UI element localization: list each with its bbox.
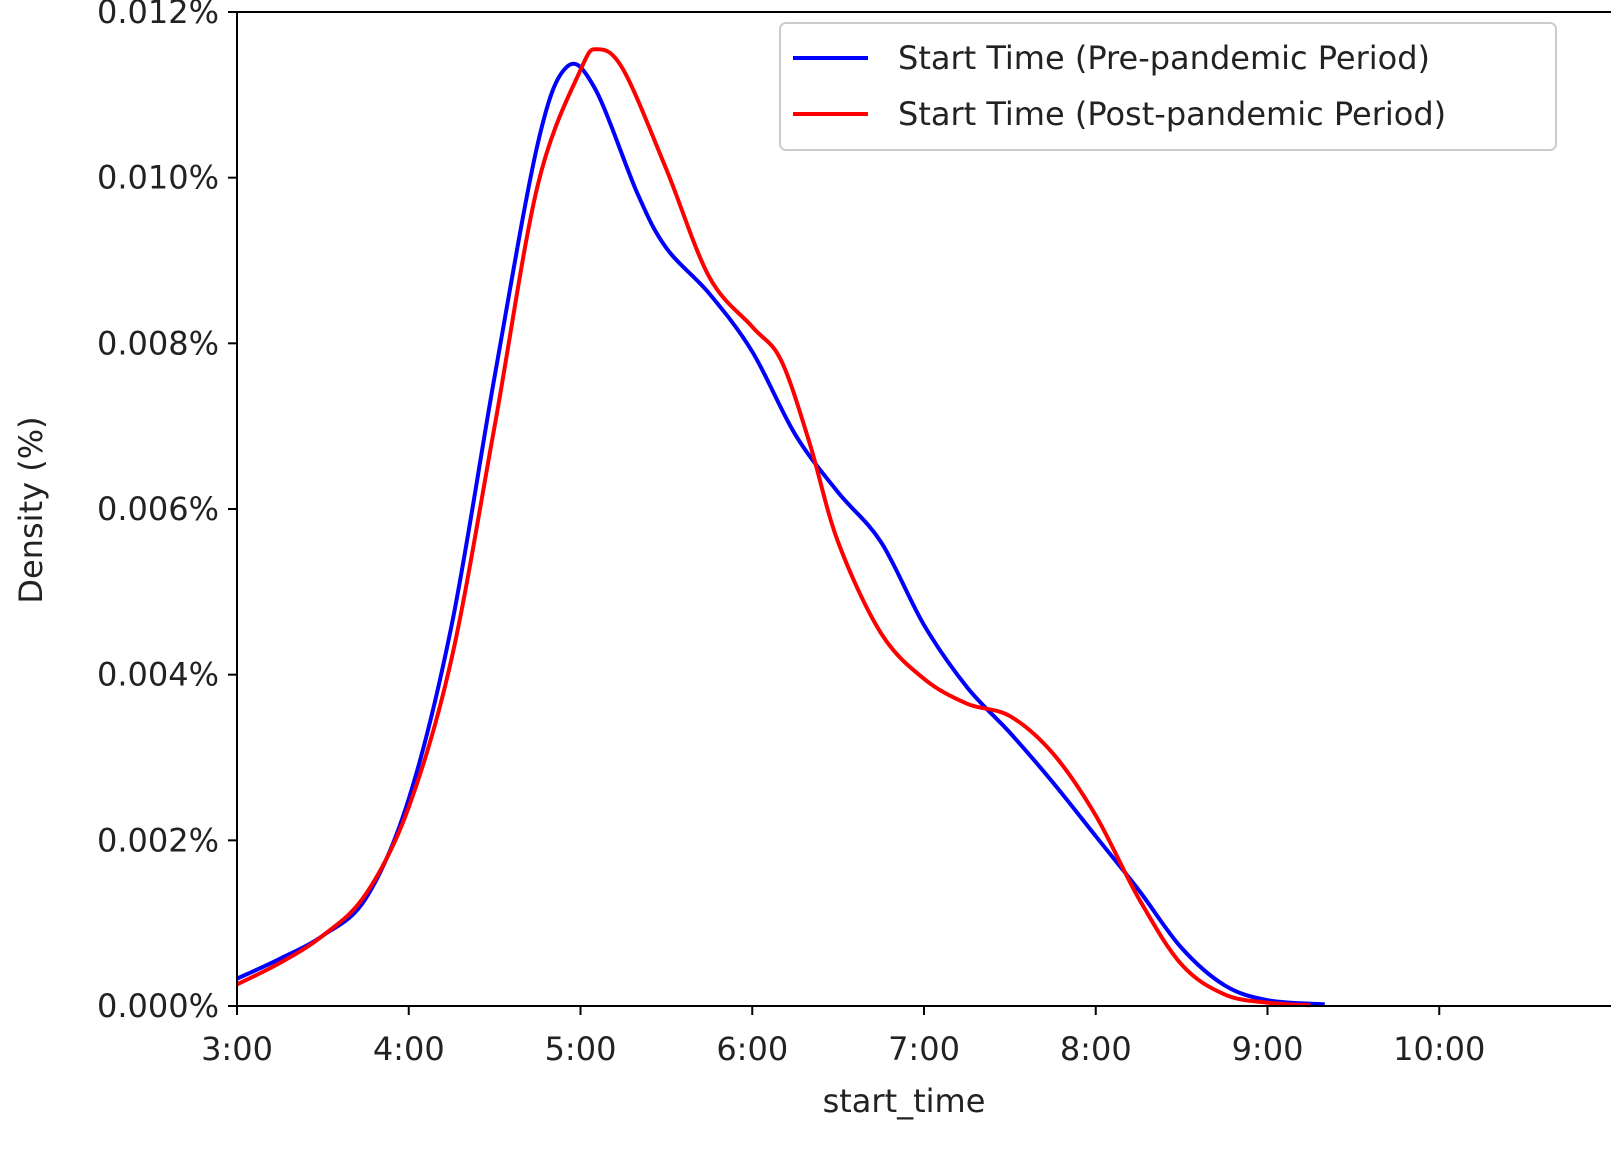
x-tick-label: 6:00 xyxy=(716,1030,788,1068)
series-line-post-pandemic xyxy=(236,47,1311,1008)
legend-label-post-pandemic: Start Time (Post-pandemic Period) xyxy=(898,95,1446,133)
x-tick-label: 4:00 xyxy=(373,1030,445,1068)
x-tick-label: 9:00 xyxy=(1232,1030,1304,1068)
x-tick-label: 3:00 xyxy=(201,1030,273,1068)
y-axis-ticks: 0.000% 0.002% 0.004% 0.006% 0.008% 0.010% 0.01… xyxy=(97,0,237,1025)
legend: Start Time (Pre-pandemic Period) Start T… xyxy=(779,22,1557,151)
y-axis-label: Density (%) xyxy=(12,416,50,603)
y-tick-label: 0.010% xyxy=(97,159,219,197)
plot-area: 3:00 4:00 5:00 6:00 7:00 8:00 9:00 10:00 0.000%… xyxy=(97,0,1611,1068)
x-axis-ticks: 3:00 4:00 5:00 6:00 7:00 8:00 9:00 10:00 xyxy=(201,1006,1485,1068)
series-layer xyxy=(236,47,1325,1008)
x-tick-label: 7:00 xyxy=(888,1030,960,1068)
y-tick-label: 0.012% xyxy=(97,0,219,31)
legend-label-pre-pandemic: Start Time (Pre-pandemic Period) xyxy=(898,39,1430,77)
series-line-pre-pandemic xyxy=(236,61,1325,1007)
y-tick-label: 0.002% xyxy=(97,821,219,859)
y-tick-label: 0.000% xyxy=(97,987,219,1025)
y-tick-label: 0.006% xyxy=(97,490,219,528)
legend-box xyxy=(779,22,1557,151)
x-axis-label: start_time xyxy=(823,1082,986,1120)
y-tick-label: 0.004% xyxy=(97,656,219,694)
y-tick-label: 0.008% xyxy=(97,324,219,362)
x-tick-label: 8:00 xyxy=(1060,1030,1132,1068)
x-tick-label: 10:00 xyxy=(1393,1030,1485,1068)
x-tick-label: 5:00 xyxy=(545,1030,617,1068)
